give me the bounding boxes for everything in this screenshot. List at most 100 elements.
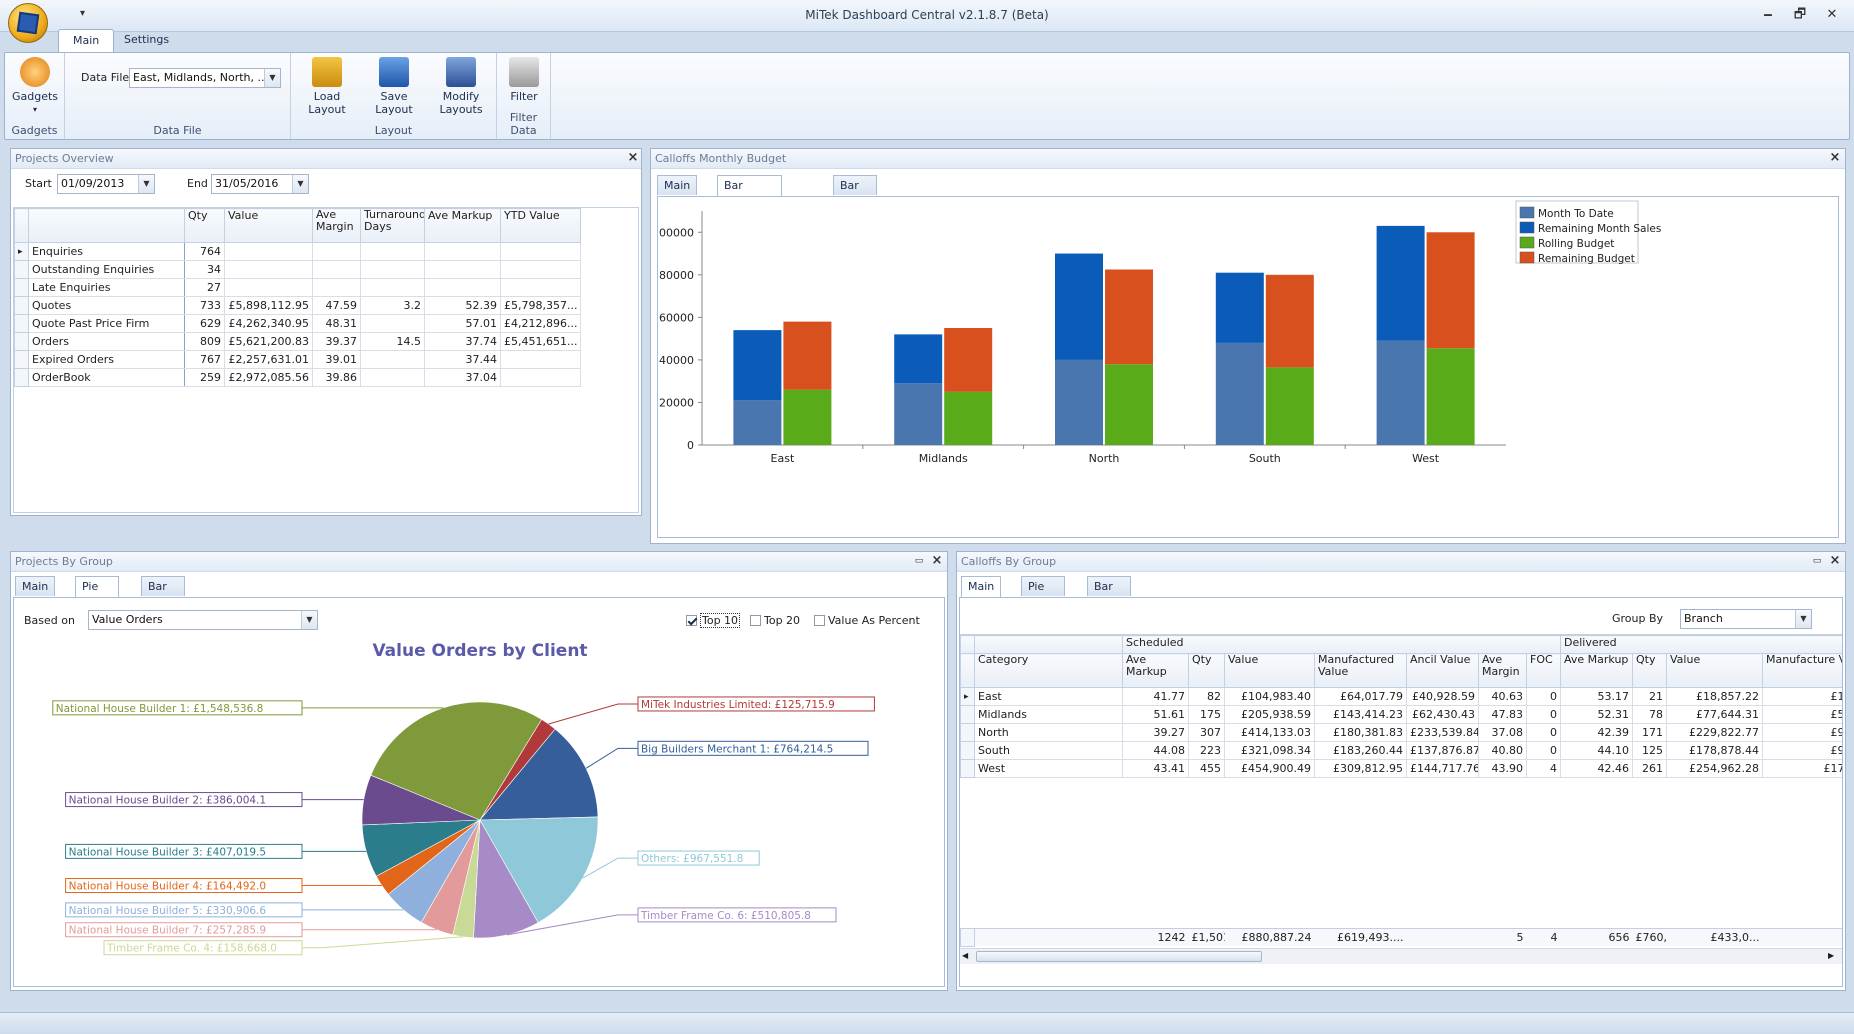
table-cell[interactable]: [312, 242, 361, 261]
table-cell[interactable]: 733: [184, 296, 225, 315]
table-cell[interactable]: 52.31: [1560, 705, 1633, 724]
modify-layouts-button[interactable]: Modify Layouts: [429, 57, 493, 116]
table-cell[interactable]: Expired Orders: [28, 350, 185, 369]
table-cell[interactable]: 629: [184, 314, 225, 333]
table-cell[interactable]: 0: [1526, 687, 1561, 706]
table-cell[interactable]: 764: [184, 242, 225, 261]
tab-bar-chart-all[interactable]: Bar Chart All: [833, 175, 878, 230]
table-cell[interactable]: Quote Past Price Firm: [28, 314, 185, 333]
table-row[interactable]: North 39.27 307 £414,133.03 £180,381.83 £233,…: [960, 723, 1842, 742]
table-cell[interactable]: [424, 278, 501, 297]
column-header[interactable]: Ancil Value: [1406, 653, 1479, 688]
table-cell[interactable]: [360, 260, 425, 279]
table-cell[interactable]: [312, 260, 361, 279]
table-cell[interactable]: 34: [184, 260, 225, 279]
table-cell[interactable]: £178,878.44: [1666, 741, 1763, 760]
table-cell[interactable]: [224, 260, 313, 279]
table-cell[interactable]: £2,257,631.01: [224, 350, 313, 369]
table-cell[interactable]: £321,098.34: [1224, 741, 1315, 760]
table-cell[interactable]: £414,133.03: [1224, 723, 1315, 742]
table-row[interactable]: South 44.08 223 £321,098.34 £183,260.44 £137,…: [960, 741, 1842, 760]
table-row[interactable]: ▸ Enquiries 764: [14, 242, 581, 261]
close-button[interactable]: ✕: [1826, 7, 1838, 22]
column-header[interactable]: Qty: [1188, 653, 1225, 688]
checkbox-icon[interactable]: [814, 615, 825, 626]
table-cell[interactable]: £93,36: [1761, 741, 1842, 760]
table-cell[interactable]: 37.08: [1478, 723, 1527, 742]
close-panel-icon[interactable]: ×: [1829, 553, 1841, 568]
bar-south-2[interactable]: [1265, 367, 1314, 445]
bar-south-3[interactable]: [1265, 274, 1314, 368]
bar-north-0[interactable]: [1055, 359, 1103, 445]
table-cell[interactable]: [500, 368, 581, 387]
column-header[interactable]: Qty: [184, 208, 225, 243]
column-header[interactable]: YTD Value: [500, 208, 581, 243]
table-cell[interactable]: [500, 260, 581, 279]
column-header[interactable]: Qty: [1632, 653, 1667, 688]
top-20-checkbox[interactable]: Top 20: [750, 614, 800, 627]
table-cell[interactable]: Midlands: [974, 705, 1123, 724]
column-header[interactable]: Manufactured Value: [1314, 653, 1407, 688]
table-cell[interactable]: £40,928.59: [1406, 687, 1479, 706]
bar-east-2[interactable]: [783, 389, 832, 445]
table-cell[interactable]: £233,539.84: [1406, 723, 1479, 742]
table-cell[interactable]: 42.46: [1560, 759, 1633, 778]
table-cell[interactable]: £4,262,340.95: [224, 314, 313, 333]
bar-east-0[interactable]: [733, 400, 782, 445]
close-panel-icon[interactable]: ×: [1829, 150, 1841, 165]
table-cell[interactable]: 78: [1632, 705, 1667, 724]
table-cell[interactable]: £15,05: [1761, 687, 1842, 706]
column-header[interactable]: Turnaround Days: [360, 208, 425, 243]
table-cell[interactable]: 175: [1188, 705, 1225, 724]
table-cell[interactable]: Outstanding Enquiries: [28, 260, 185, 279]
table-cell[interactable]: 47.59: [312, 296, 361, 315]
column-header[interactable]: Value: [1666, 653, 1763, 688]
column-header[interactable]: FOC: [1526, 653, 1561, 688]
ribbon-tab-main[interactable]: Main: [58, 29, 115, 53]
bar-west-3[interactable]: [1426, 232, 1475, 349]
column-header[interactable]: Ave Margin: [1478, 653, 1527, 688]
bar-south-0[interactable]: [1215, 342, 1264, 445]
table-row[interactable]: OrderBook 259 £2,972,085.56 39.86 37.04: [14, 368, 581, 387]
table-cell[interactable]: 21: [1632, 687, 1667, 706]
bar-north-3[interactable]: [1105, 269, 1153, 365]
restore-button[interactable]: 🗗: [1793, 7, 1807, 22]
table-cell[interactable]: 171: [1632, 723, 1667, 742]
table-cell[interactable]: [360, 368, 425, 387]
column-header[interactable]: [28, 208, 185, 243]
table-cell[interactable]: 125: [1632, 741, 1667, 760]
bar-south-1[interactable]: [1215, 272, 1264, 343]
table-cell[interactable]: £4,212,896...: [500, 314, 581, 333]
table-cell[interactable]: £90,57: [1761, 723, 1842, 742]
table-cell[interactable]: £183,260.44: [1314, 741, 1407, 760]
maximize-panel-icon[interactable]: ▭: [914, 556, 924, 566]
bar-midlands-0[interactable]: [894, 383, 943, 445]
table-cell[interactable]: 51.61: [1122, 705, 1189, 724]
bar-midlands-1[interactable]: [894, 334, 943, 384]
start-date-picker[interactable]: 01/09/2013 ▼: [57, 174, 155, 194]
table-row[interactable]: Expired Orders 767 £2,257,631.01 39.01 37.44: [14, 350, 581, 369]
table-cell[interactable]: £5,451,651...: [500, 332, 581, 351]
table-cell[interactable]: 48.31: [312, 314, 361, 333]
table-cell[interactable]: £454,900.49: [1224, 759, 1315, 778]
tab-bar-chart[interactable]: Bar Chart: [1087, 576, 1132, 612]
bar-east-1[interactable]: [733, 330, 782, 401]
gadgets-button[interactable]: Gadgets ▾: [11, 57, 59, 116]
table-cell[interactable]: 47.83: [1478, 705, 1527, 724]
bar-west-1[interactable]: [1376, 225, 1425, 341]
table-cell[interactable]: £205,938.59: [1224, 705, 1315, 724]
tab-main-grid[interactable]: Main Grid: [961, 576, 1002, 612]
table-cell[interactable]: 44.10: [1560, 741, 1633, 760]
table-cell[interactable]: £5,798,357...: [500, 296, 581, 315]
table-cell[interactable]: [360, 278, 425, 297]
tab-main-grid[interactable]: Main Grid: [15, 576, 56, 612]
table-cell[interactable]: 41.77: [1122, 687, 1189, 706]
bar-west-2[interactable]: [1426, 348, 1475, 445]
table-cell[interactable]: £309,812.95: [1314, 759, 1407, 778]
table-cell[interactable]: 261: [1632, 759, 1667, 778]
tab-bar-chart[interactable]: Bar Chart: [141, 576, 186, 612]
pie-slice-2[interactable]: [479, 816, 599, 924]
close-panel-icon[interactable]: ×: [931, 553, 943, 568]
column-header[interactable]: Ave Markup: [1122, 653, 1189, 688]
table-row[interactable]: ▸ East 41.77 82 £104,983.40 £64,017.79 £40,928…: [960, 687, 1842, 706]
